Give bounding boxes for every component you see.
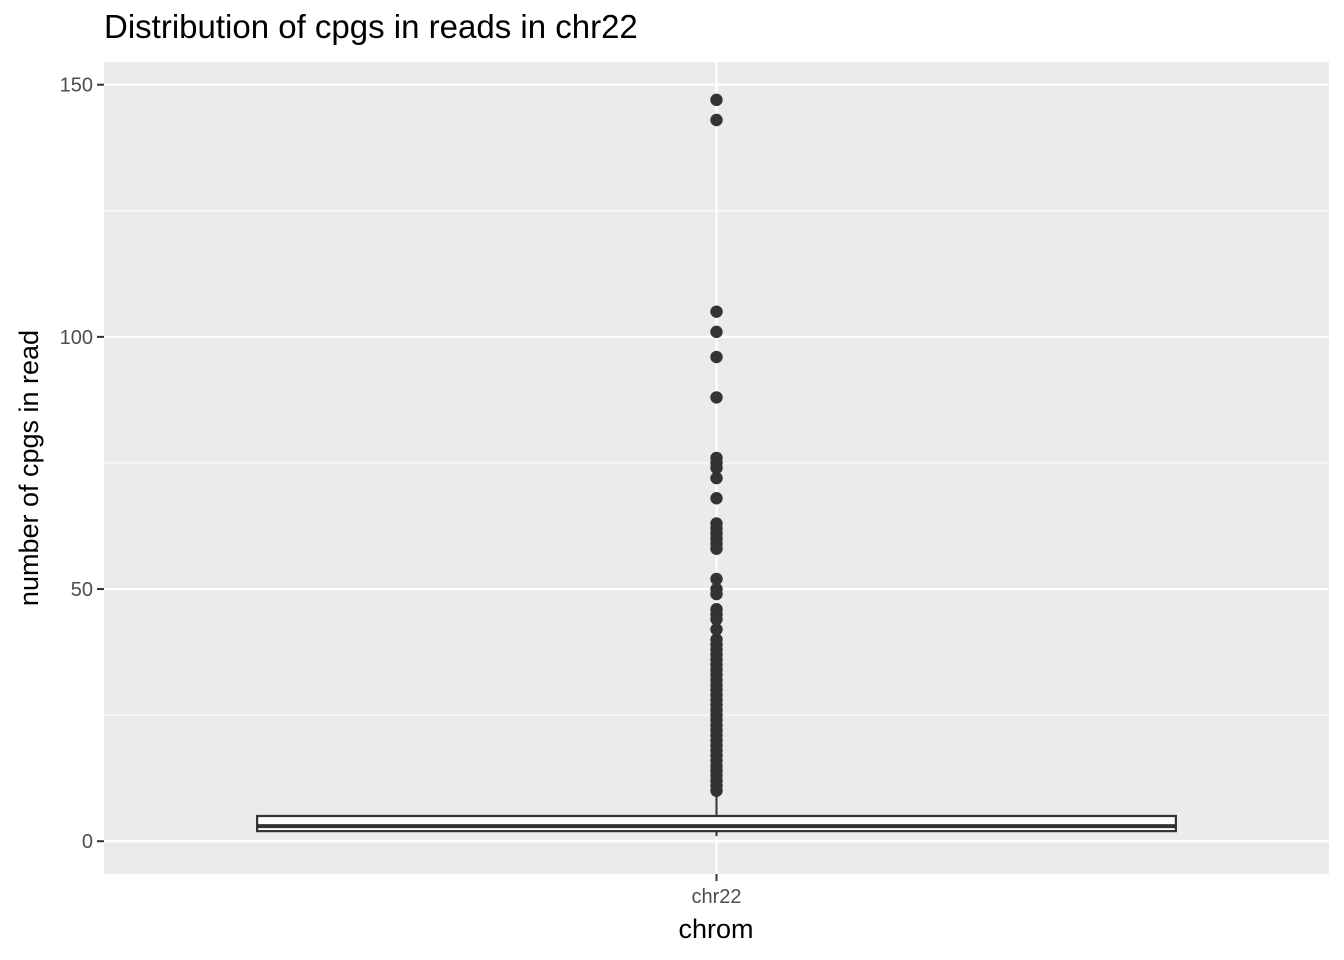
outlier-point — [710, 113, 723, 127]
outlier-point — [710, 572, 723, 586]
axes: 0 50 100 150 chr22 — [60, 75, 742, 908]
outlier-point — [710, 587, 723, 601]
outlier-point — [710, 93, 723, 107]
outlier-point — [710, 542, 723, 555]
outlier-point — [710, 492, 723, 505]
y-tick-label: 50 — [71, 579, 93, 601]
iqr-box — [256, 814, 1177, 833]
y-tick-label: 150 — [60, 75, 93, 97]
outlier-point — [710, 391, 723, 404]
outlier-points — [710, 93, 723, 797]
x-tick-label: chr22 — [691, 886, 741, 908]
outlier-point — [710, 613, 723, 626]
outlier-point — [710, 350, 723, 364]
y-tick-label: 100 — [60, 327, 93, 349]
y-tick-label: 0 — [82, 831, 93, 853]
y-axis-title: number of cpgs in read — [14, 330, 44, 606]
chart-title: Distribution of cpgs in reads in chr22 — [104, 8, 638, 45]
outlier-point — [710, 784, 723, 797]
outlier-point — [710, 461, 723, 475]
x-axis-title: chrom — [678, 914, 753, 944]
outlier-point — [710, 471, 723, 485]
boxes — [256, 814, 1177, 833]
outlier-point — [710, 325, 723, 339]
outlier-point — [710, 623, 723, 636]
outlier-point — [710, 305, 723, 318]
